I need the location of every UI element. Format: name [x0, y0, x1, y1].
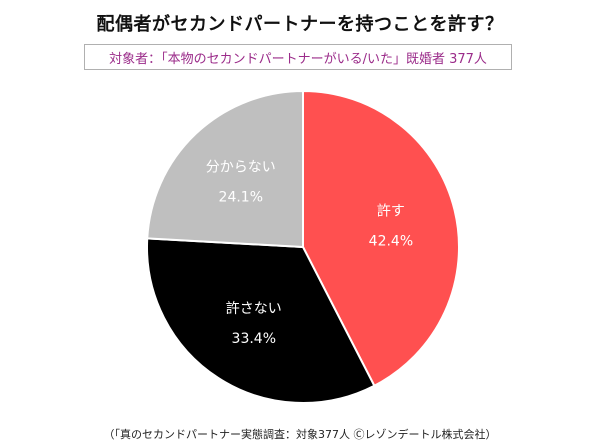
pie-category-label-3: 分からない [206, 159, 276, 175]
source-note: （「真のセカンドパートナー実態調査：対象377人 Ⓒレゾンデートル株式会社） [103, 428, 497, 441]
pie-value-label-1: 42.4% [369, 234, 413, 250]
pie-slice-3 [146, 89, 304, 249]
chart-title: 配偶者がセカンドパートナーを持つことを許す？ [96, 14, 504, 35]
pie-category-label-2: 許さない [226, 301, 282, 317]
subject-box: 対象者：「本物のセカンドパートナーがいる/いた」既婚者 377人 [84, 44, 512, 70]
pie-value-label-3: 24.1% [219, 189, 263, 205]
pie-value-label-2: 33.4% [232, 331, 276, 347]
pie-slice-2 [146, 237, 376, 404]
pie-slice-1 [302, 89, 460, 388]
pie-labels: 許す 42.4% 許さない 33.4% 分からない 24.1% [206, 159, 413, 347]
pie-category-label-1: 許す [377, 204, 405, 220]
pie-slices [146, 89, 460, 404]
